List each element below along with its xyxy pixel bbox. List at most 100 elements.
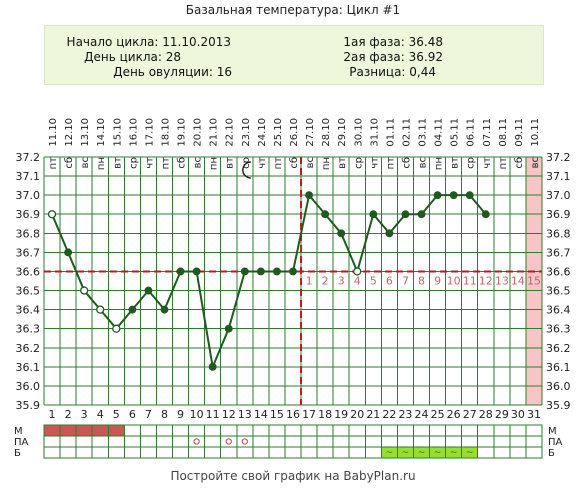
date-label: 10.11 — [530, 118, 541, 147]
y-tick-label-right: 37.1 — [546, 170, 571, 183]
y-tick-label-right: 37.0 — [546, 189, 571, 202]
y-tick-label-left: 36.1 — [16, 361, 41, 374]
row-cell — [509, 424, 527, 437]
temperature-point — [224, 324, 233, 333]
row-label-right: ПА — [548, 437, 563, 448]
row-cell — [493, 424, 511, 437]
date-label: 27.10 — [305, 118, 316, 147]
weekday-label: вт — [225, 157, 236, 169]
row-cell — [477, 435, 495, 448]
row-cell — [364, 446, 382, 459]
day-number: 8 — [161, 408, 168, 421]
phase2-day-number: 5 — [370, 274, 377, 287]
temperature-point — [465, 191, 474, 200]
row-cell — [284, 424, 302, 437]
temperature-point — [256, 267, 265, 276]
row-cell — [188, 424, 206, 437]
phase2-day-number: 10 — [447, 274, 461, 287]
date-label: 15.10 — [112, 118, 123, 147]
row-cell — [461, 424, 479, 437]
day-number: 6 — [129, 408, 136, 421]
phase2-day-number: 4 — [354, 274, 361, 287]
row-cell — [204, 446, 222, 459]
row-cell — [123, 435, 141, 448]
y-tick-label-right: 36.4 — [546, 304, 571, 317]
weekday-label: вт — [337, 157, 348, 169]
row-cell — [461, 435, 479, 448]
date-label: 22.10 — [225, 118, 236, 147]
day-number: 27 — [463, 408, 477, 421]
row-cell — [380, 435, 398, 448]
y-tick-label-right: 36.2 — [546, 342, 571, 355]
row-cell — [188, 446, 206, 459]
row-cell — [220, 424, 238, 437]
date-label: 11.10 — [48, 118, 59, 147]
row-cell — [75, 446, 93, 459]
row-cell — [204, 424, 222, 437]
temperature-point — [208, 362, 217, 371]
temperature-point — [433, 191, 442, 200]
temperature-point — [321, 210, 330, 219]
row-cell — [75, 424, 93, 437]
temperature-point — [128, 305, 137, 314]
date-label: 20.10 — [193, 118, 204, 147]
weekday-label: ср — [466, 157, 477, 169]
date-label: 28.10 — [321, 118, 332, 147]
row-cell — [348, 446, 366, 459]
y-tick-label-right: 36.6 — [546, 265, 571, 278]
mucus-mark: ~ — [386, 448, 394, 458]
weekday-label: вт — [450, 157, 461, 169]
date-label: 09.11 — [514, 118, 525, 147]
cycle-info-panel: Начало цикла: 11.10.2013 День цикла: 28 … — [44, 25, 544, 85]
row-cell — [43, 446, 61, 459]
weekday-label: вс — [305, 157, 316, 168]
row-cell — [477, 424, 495, 437]
row-cell — [396, 424, 414, 437]
mucus-mark: ~ — [466, 448, 474, 458]
row-cell — [43, 435, 61, 448]
row-cell — [59, 446, 77, 459]
row-label-right: М — [548, 426, 557, 437]
y-tick-label-left: 36.6 — [16, 265, 41, 278]
phase2-day-number: 9 — [434, 274, 441, 287]
phase1-text: 1ая фаза: 36.48 — [343, 35, 443, 49]
day-number: 28 — [479, 408, 493, 421]
row-cell — [107, 446, 125, 459]
date-label: 30.10 — [353, 118, 364, 147]
day-number: 19 — [334, 408, 348, 421]
temperature-point — [401, 210, 410, 219]
row-cell — [139, 424, 157, 437]
y-tick-label-left: 35.9 — [16, 399, 41, 412]
footer-link[interactable]: Постройте свой график на BabyPlan.ru — [170, 469, 416, 483]
row-cell — [268, 424, 286, 437]
weekday-label: пт — [160, 157, 171, 170]
date-label: 12.10 — [64, 118, 75, 147]
row-cell — [43, 424, 61, 437]
y-tick-label-left: 37.1 — [16, 170, 41, 183]
phase2-day-number: 12 — [479, 274, 493, 287]
temperature-point — [369, 210, 378, 219]
day-number: 24 — [415, 408, 429, 421]
row-cell — [236, 435, 254, 448]
chart-title: Базальная температура: Цикл #1 — [185, 3, 401, 17]
row-cell — [509, 435, 527, 448]
row-cell — [364, 435, 382, 448]
row-cell — [284, 446, 302, 459]
mucus-mark: ~ — [418, 448, 426, 458]
row-cell — [252, 446, 270, 459]
mucus-mark: ~ — [402, 448, 410, 458]
date-label: 03.11 — [418, 118, 429, 147]
row-cell — [332, 446, 350, 459]
row-cell — [236, 446, 254, 459]
cycle-start-text: Начало цикла: 11.10.2013 — [66, 35, 231, 49]
weekday-label: ср — [353, 157, 364, 169]
bbt-chart: 37.2 37.2 37.1 37.1 37.0 37.0 36.9 36.9 36.8 36.8… — [14, 118, 571, 459]
row-cell — [364, 424, 382, 437]
weekday-label: пн — [434, 157, 445, 170]
y-tick-label-right: 36.8 — [546, 227, 571, 240]
day-number: 10 — [190, 408, 204, 421]
row-cell — [91, 446, 109, 459]
row-cell — [139, 446, 157, 459]
mucus-mark: ~ — [450, 448, 458, 458]
row-cell — [252, 435, 270, 448]
